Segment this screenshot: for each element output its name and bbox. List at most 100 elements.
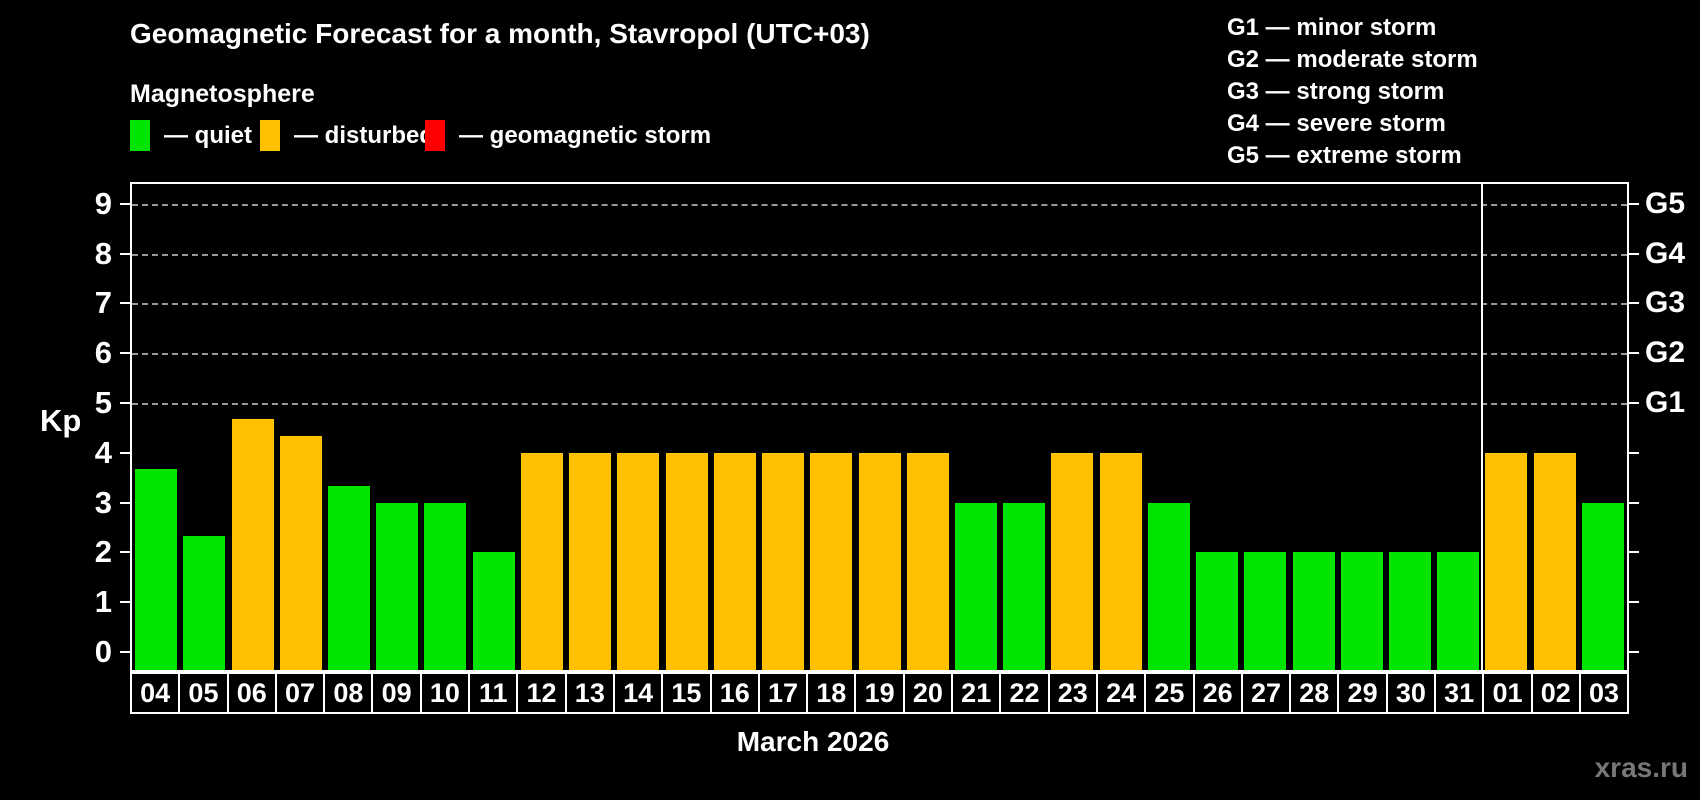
y-tick-right-8 xyxy=(1629,252,1639,255)
legend-swatch-disturbed xyxy=(260,120,280,151)
y-tick-right-1 xyxy=(1629,601,1639,604)
bar-day-02 xyxy=(1533,452,1576,670)
watermark: xras.ru xyxy=(1594,752,1688,783)
legend-swatch-storm xyxy=(425,120,445,151)
day-label-31: 31 xyxy=(1436,674,1485,712)
month-boundary-line xyxy=(1481,184,1484,670)
day-label-30: 30 xyxy=(1388,674,1437,712)
y-tick-left-3 xyxy=(120,501,130,504)
day-label-01: 01 xyxy=(1484,674,1533,712)
day-label-22: 22 xyxy=(1001,674,1050,712)
right-scale-label-G3: G3 xyxy=(1645,286,1686,320)
y-axis-label: Kp xyxy=(40,403,82,438)
legend-label-disturbed: — disturbed xyxy=(294,121,435,149)
right-scale-label-G1: G1 xyxy=(1645,386,1686,419)
day-label-14: 14 xyxy=(615,674,664,712)
y-tick-left-4 xyxy=(120,451,130,454)
bar-day-09 xyxy=(376,502,419,670)
y-tick-right-9 xyxy=(1629,202,1639,205)
y-tick-right-2 xyxy=(1629,551,1639,554)
y-tick-label-9: 9 xyxy=(94,185,112,221)
bar-day-21 xyxy=(954,502,997,670)
g-legend-line-3: G3 — strong storm xyxy=(1227,78,1445,105)
y-tick-right-5 xyxy=(1629,402,1639,404)
y-tick-label-5: 5 xyxy=(94,385,112,420)
day-label-24: 24 xyxy=(1098,674,1147,712)
day-label-11: 11 xyxy=(470,674,519,712)
bar-day-25 xyxy=(1147,502,1190,670)
x-axis-day-labels: 04 05 06 07 08 09 10 11 12 13 14 15 16 17 18 19 20 21 22 23… xyxy=(130,672,1629,714)
bar-day-04 xyxy=(135,469,178,670)
month-label: March 2026 xyxy=(736,726,890,757)
g-legend-line-4: G4 — severe storm xyxy=(1227,110,1446,137)
day-label-17: 17 xyxy=(760,674,809,712)
plot-area xyxy=(130,182,1629,672)
y-tick-label-7: 7 xyxy=(94,285,112,321)
legend-item-disturbed: — disturbed xyxy=(260,120,434,151)
legend-label-quiet: — quiet xyxy=(164,121,252,149)
legend-swatch-quiet xyxy=(130,120,150,151)
bar-day-05 xyxy=(183,535,226,670)
bar-day-17 xyxy=(762,452,805,670)
bar-day-22 xyxy=(1003,502,1046,670)
legend-item-quiet: — quiet xyxy=(130,120,252,151)
gridline-kp-8 xyxy=(132,253,1627,256)
g-legend-line-2: G2 — moderate storm xyxy=(1227,46,1478,73)
bar-day-26 xyxy=(1196,552,1239,670)
day-label-12: 12 xyxy=(518,674,567,712)
y-tick-left-8 xyxy=(120,252,130,255)
y-tick-right-4 xyxy=(1629,451,1639,454)
y-tick-left-5 xyxy=(120,402,130,404)
bar-day-08 xyxy=(328,486,371,670)
bar-day-14 xyxy=(617,452,660,670)
y-tick-right-0 xyxy=(1629,651,1639,653)
bar-day-23 xyxy=(1051,452,1094,670)
bar-day-15 xyxy=(665,452,708,670)
day-label-25: 25 xyxy=(1146,674,1195,712)
bar-day-20 xyxy=(906,452,949,670)
bar-day-31 xyxy=(1437,552,1480,670)
bar-day-29 xyxy=(1340,552,1383,670)
bar-day-11 xyxy=(472,552,515,670)
y-tick-label-1: 1 xyxy=(94,584,112,620)
day-label-26: 26 xyxy=(1195,674,1243,712)
day-label-29: 29 xyxy=(1339,674,1388,712)
day-label-08: 08 xyxy=(325,674,374,712)
right-scale-label-G4: G4 xyxy=(1645,236,1686,270)
gridline-kp-5 xyxy=(132,403,1627,405)
bar-day-07 xyxy=(279,436,322,670)
bar-day-27 xyxy=(1244,552,1287,670)
y-tick-right-6 xyxy=(1629,352,1639,355)
day-label-18: 18 xyxy=(808,674,857,712)
day-label-21: 21 xyxy=(953,674,1002,712)
y-tick-label-8: 8 xyxy=(94,235,112,271)
bar-day-12 xyxy=(520,452,563,670)
y-tick-left-0 xyxy=(120,651,130,653)
bar-day-24 xyxy=(1099,452,1142,670)
day-label-16: 16 xyxy=(712,674,760,712)
day-label-05: 05 xyxy=(180,674,229,712)
gridline-kp-6 xyxy=(132,353,1627,356)
bar-day-16 xyxy=(713,452,756,670)
chart-title: Geomagnetic Forecast for a month, Stavro… xyxy=(130,18,870,49)
day-label-09: 09 xyxy=(373,674,422,712)
bar-day-30 xyxy=(1388,552,1431,670)
day-label-10: 10 xyxy=(422,674,471,712)
y-tick-label-6: 6 xyxy=(94,335,112,371)
g-legend-line-5: G5 — extreme storm xyxy=(1227,142,1462,169)
bar-day-19 xyxy=(858,452,901,670)
y-tick-left-1 xyxy=(120,601,130,604)
bar-day-06 xyxy=(231,419,274,670)
y-tick-label-2: 2 xyxy=(94,534,112,570)
gridline-kp-7 xyxy=(132,303,1627,306)
y-tick-left-2 xyxy=(120,551,130,554)
legend-label-storm: — geomagnetic storm xyxy=(459,121,712,149)
day-label-23: 23 xyxy=(1050,674,1098,712)
bar-day-18 xyxy=(810,452,853,670)
y-tick-right-7 xyxy=(1629,302,1639,305)
day-label-28: 28 xyxy=(1291,674,1340,712)
day-label-27: 27 xyxy=(1243,674,1292,712)
y-tick-label-4: 4 xyxy=(94,434,112,470)
magnetosphere-label: Magnetosphere xyxy=(130,80,315,108)
